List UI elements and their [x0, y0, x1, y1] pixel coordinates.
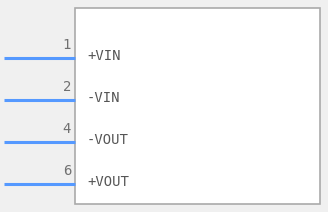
Text: -VOUT: -VOUT: [87, 133, 129, 147]
Text: -VIN: -VIN: [87, 91, 120, 105]
Text: 1: 1: [63, 38, 71, 52]
Text: 6: 6: [63, 164, 71, 178]
Bar: [75, 8, 320, 204]
Text: 2: 2: [63, 80, 71, 94]
Text: +VIN: +VIN: [87, 49, 120, 63]
Text: 4: 4: [63, 122, 71, 136]
Text: +VOUT: +VOUT: [87, 175, 129, 189]
